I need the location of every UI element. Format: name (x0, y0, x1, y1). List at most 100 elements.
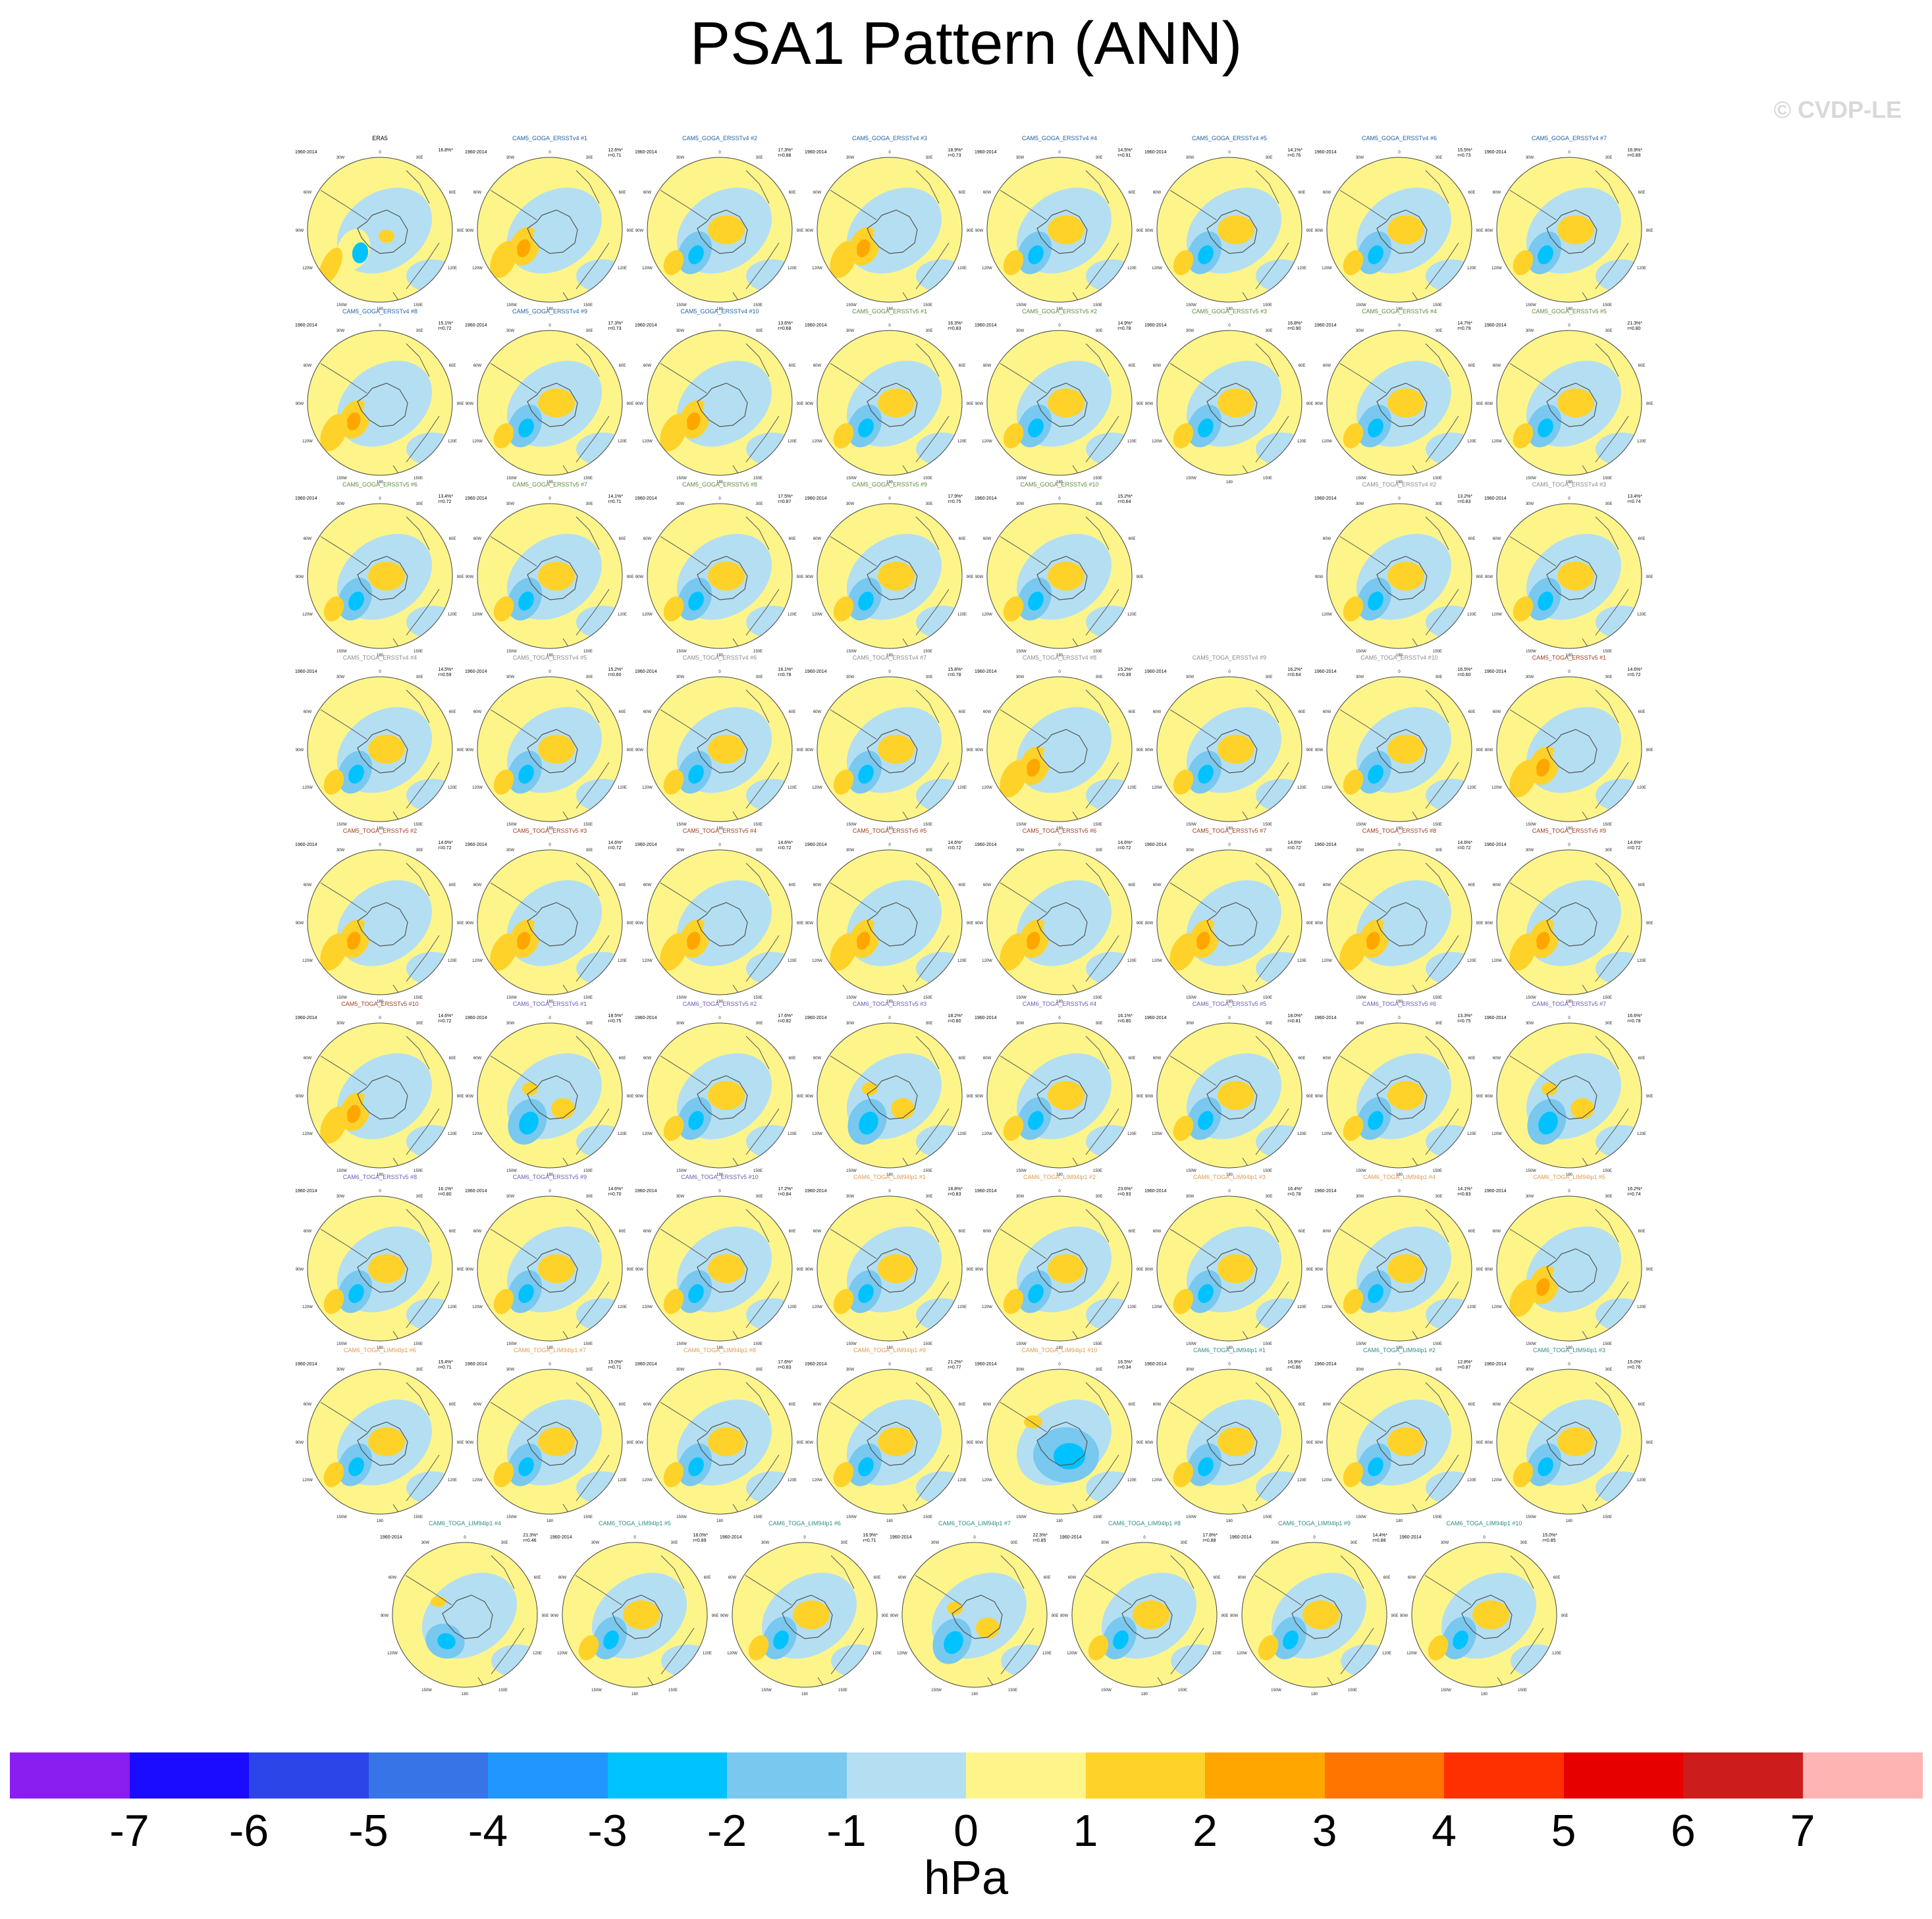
anomaly-contour (833, 1461, 854, 1488)
longitude-label: 120E (1127, 1305, 1137, 1309)
longitude-label: 180 (1566, 1173, 1573, 1177)
map-border (307, 1196, 453, 1342)
longitude-label: 120W (1152, 440, 1162, 444)
panel-title: CAM5_GOGA_ERSSTv4 #6 (1361, 135, 1437, 142)
anomaly-contour (1213, 909, 1272, 949)
longitude-label: 30W (1186, 1368, 1194, 1372)
anomaly-contour (830, 933, 857, 971)
antarctica-coastline (1121, 1594, 1173, 1639)
panel-title: CAM5_TOGA_ERSSTv5 #1 (1532, 654, 1607, 661)
panel-title: CAM6_TOGA_LIM94lp1 #10 (1446, 1520, 1522, 1527)
longitude-label: 120E (1127, 267, 1137, 271)
anomaly-contour (379, 230, 394, 243)
antarctica-coastline (867, 382, 918, 427)
longitude-label: 120W (642, 1132, 653, 1136)
copyright-label: © CVDP-LE (1773, 96, 1902, 123)
longitude-label: 120E (788, 786, 797, 790)
panel-period: 1960-2014 (295, 670, 317, 674)
longitude-label: 120W (1152, 786, 1162, 790)
longitude-label: 30E (756, 329, 763, 333)
map-border (392, 1542, 538, 1688)
negative-anomaly-band (1256, 1298, 1302, 1331)
longitude-label: 150E (1603, 303, 1612, 307)
negative-anomaly-band (746, 433, 792, 465)
longitude-label: 60W (473, 191, 482, 195)
continent-coastline (1000, 170, 1110, 221)
longitude-label: 90E (797, 922, 804, 926)
antarctica-coastline (527, 209, 578, 254)
antarctica-coastline (1546, 556, 1597, 600)
map-border (1326, 1196, 1472, 1342)
longitude-label: 150W (1356, 1515, 1366, 1519)
colorbar-box (1205, 1752, 1325, 1799)
antarctica-coastline (357, 556, 408, 600)
longitude-label: 90E (1306, 229, 1314, 233)
colorbar-box (488, 1752, 608, 1799)
longitude-label: 30W (1526, 1022, 1534, 1026)
anomaly-contour (1343, 1115, 1364, 1142)
longitude-label: 90W (975, 1268, 984, 1272)
continent-coastline (745, 1555, 855, 1606)
panel-explained-variance: 16.3%* (948, 321, 963, 326)
anomaly-contour (1173, 423, 1194, 449)
longitude-label: 60W (643, 191, 652, 195)
longitude-label: 120E (1127, 786, 1137, 790)
longitude-label: 0 (1228, 1016, 1231, 1020)
map-border (901, 1542, 1048, 1688)
longitude-label: 120E (448, 613, 457, 617)
antarctica-coastline (1036, 209, 1088, 254)
panel-explained-variance: 22.3%* (1033, 1533, 1048, 1538)
longitude-label: 0 (1398, 497, 1401, 501)
longitude-label: 0 (1568, 843, 1570, 847)
anomaly-contour (1283, 1630, 1299, 1650)
longitude-label: 30W (1016, 1022, 1025, 1026)
panel-title: CAM5_TOGA_ERSSTv5 #5 (852, 828, 927, 834)
panel-explained-variance: 14.6%* (1627, 668, 1642, 672)
panel-title: CAM6_TOGA_LIM94lp1 #5 (599, 1520, 671, 1527)
longitude-label: 120E (618, 1132, 627, 1136)
longitude-label: 150E (753, 823, 763, 827)
longitude-label: 180 (377, 1519, 384, 1523)
longitude-label: 150E (1093, 650, 1102, 654)
longitude-label: 120W (302, 613, 313, 617)
anomaly-contour (1383, 909, 1442, 949)
panel-explained-variance: 17.6%* (778, 1360, 793, 1365)
longitude-label: 150E (1433, 996, 1442, 1000)
longitude-label: 150E (414, 996, 423, 1000)
panel-explained-variance: 16.1%* (1117, 1014, 1133, 1018)
longitude-label: 150W (506, 1342, 517, 1346)
longitude-label: 30E (926, 1195, 933, 1199)
longitude-label: 60E (789, 1403, 796, 1407)
panel-explained-variance: 15.4%* (438, 1360, 453, 1365)
longitude-label: 60W (1323, 364, 1331, 368)
anomaly-contour (1387, 215, 1424, 244)
map-border (1326, 849, 1472, 995)
longitude-label: 150W (1016, 996, 1027, 1000)
colorbar-tick-label: -3 (587, 1806, 628, 1856)
longitude-label: 60E (1468, 364, 1476, 368)
map-panel: CAM6_TOGA_ERSSTv5 #1 1960-2014 18.5%* r=0.7… (465, 1001, 635, 1177)
longitude-label: 60W (643, 537, 652, 541)
map-border (817, 1022, 963, 1169)
longitude-label: 150W (1016, 823, 1027, 827)
longitude-label: 150E (1263, 477, 1272, 481)
panel-explained-variance: 12.6%* (608, 148, 623, 153)
anomaly-contour (458, 1617, 485, 1639)
anomaly-contour (623, 1600, 660, 1629)
panel-period: 1960-2014 (805, 1016, 827, 1020)
longitude-label: 180 (1566, 1000, 1573, 1004)
panel-explained-variance: 14.6%* (608, 841, 623, 845)
panel-explained-variance: 23.6%* (1117, 1187, 1133, 1192)
longitude-label: 60W (1493, 537, 1501, 541)
longitude-label: 60E (959, 710, 966, 714)
longitude-label: 30W (1356, 156, 1364, 160)
longitude-label: 90E (1137, 1268, 1144, 1272)
longitude-label: 120W (1491, 1132, 1502, 1136)
longitude-label: 150E (1348, 1689, 1357, 1693)
panel-pattern-correlation: r=0.80 (948, 1019, 961, 1024)
